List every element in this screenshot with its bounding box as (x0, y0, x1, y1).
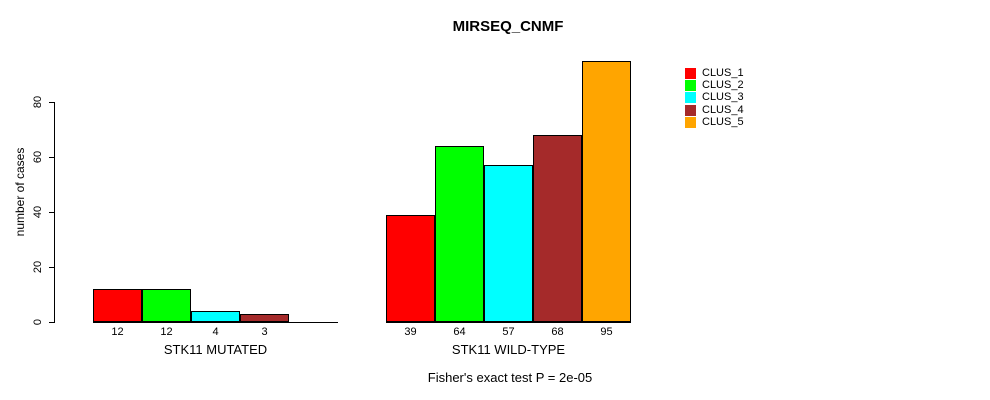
bar-clus_5 (582, 61, 631, 322)
bar-value-label: 12 (160, 326, 173, 338)
y-tick-label: 0 (32, 318, 44, 326)
legend: CLUS_1 CLUS_2 CLUS_3 CLUS_4 CLUS_5 (685, 67, 744, 129)
x-group-label: STK11 WILD-TYPE (451, 342, 566, 357)
legend-color-swatch (685, 117, 696, 129)
legend-item: CLUS_1 (685, 67, 744, 79)
chart-title: MIRSEQ_CNMF (452, 18, 564, 35)
y-tick (49, 212, 54, 213)
legend-item-label: CLUS_3 (702, 91, 744, 104)
y-axis-line (54, 102, 55, 323)
y-tick (49, 102, 54, 103)
bar-value-label: 4 (212, 326, 219, 338)
legend-color-swatch (685, 80, 696, 92)
bar-value-label: 68 (551, 326, 564, 338)
y-axis-label: number of cases (13, 147, 27, 237)
legend-item: CLUS_5 (685, 117, 744, 129)
legend-item: CLUS_3 (685, 92, 744, 104)
y-tick-label: 60 (32, 150, 44, 164)
y-tick (49, 157, 54, 158)
y-tick-label: 40 (32, 205, 44, 219)
y-tick (49, 322, 54, 323)
legend-item-label: CLUS_2 (702, 79, 744, 92)
bar-value-label: 12 (111, 326, 124, 338)
bar-clus_2 (435, 146, 484, 322)
legend-item-label: CLUS_4 (702, 103, 744, 116)
bar-value-label: 64 (453, 326, 466, 338)
bar-clus_4 (240, 314, 289, 322)
legend-item-label: CLUS_1 (702, 66, 744, 79)
bar-clus_1 (386, 215, 435, 322)
bar-value-label: 95 (600, 326, 613, 338)
legend-color-swatch (685, 104, 696, 116)
x-group-label: STK11 MUTATED (163, 342, 268, 357)
y-tick-label: 80 (32, 95, 44, 109)
legend-item-label: CLUS_5 (702, 116, 744, 129)
bar-clus_3 (484, 165, 533, 322)
y-tick (49, 267, 54, 268)
legend-color-swatch (685, 67, 696, 79)
x-baseline (93, 322, 338, 323)
y-tick-label: 20 (32, 260, 44, 274)
bar-value-label: 57 (502, 326, 515, 338)
bar-clus_4 (533, 135, 582, 322)
bar-value-label: 39 (404, 326, 417, 338)
x-baseline (386, 322, 631, 323)
legend-color-swatch (685, 92, 696, 104)
bar-clus_2 (142, 289, 191, 322)
annotation-text: Fisher's exact test P = 2e-05 (427, 370, 593, 385)
bar-value-label: 3 (261, 326, 268, 338)
legend-item: CLUS_4 (685, 104, 744, 116)
bar-clus_1 (93, 289, 142, 322)
legend-item: CLUS_2 (685, 79, 744, 92)
bar-clus_3 (191, 311, 240, 322)
